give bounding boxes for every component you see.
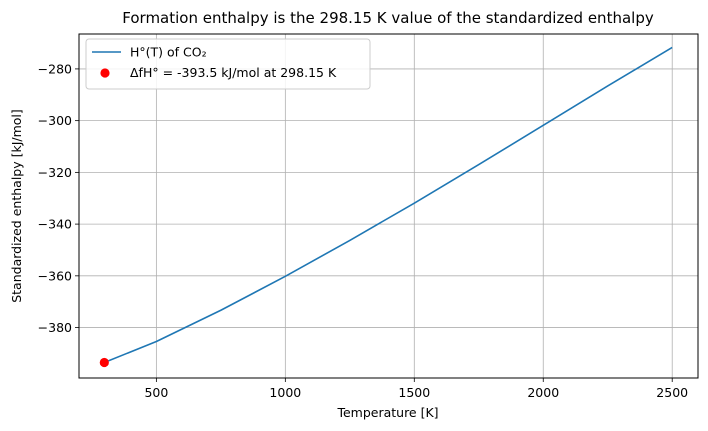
y-tick-label: −300 xyxy=(38,113,72,128)
x-axis-label: Temperature [K] xyxy=(336,405,438,420)
y-tick-label: −380 xyxy=(38,320,72,335)
legend-label-formation-point: ΔfH° = -393.5 kJ/mol at 298.15 K xyxy=(130,65,337,80)
grid xyxy=(79,34,698,378)
legend: H°(T) of CO₂ ΔfH° = -393.5 kJ/mol at 298… xyxy=(85,38,371,90)
legend-box xyxy=(85,38,371,90)
ticks: 500 1000 1500 2000 2500 −380 −360 −340 −320 −300 −… xyxy=(38,61,689,400)
x-tick-label: 500 xyxy=(144,385,168,400)
y-tick-label: −360 xyxy=(38,268,72,283)
x-tick-label: 2000 xyxy=(527,385,559,400)
y-tick-label: −320 xyxy=(38,165,72,180)
enthalpy-curve-line xyxy=(104,46,673,364)
chart-title: Formation enthalpy is the 298.15 K value… xyxy=(122,9,654,27)
y-tick-label: −280 xyxy=(38,61,72,76)
formation-enthalpy-point xyxy=(99,357,109,368)
legend-marker-swatch xyxy=(100,68,110,78)
series-layer xyxy=(99,46,673,368)
plot-frame xyxy=(78,33,699,379)
x-tick-label: 1000 xyxy=(269,385,301,400)
y-tick-label: −340 xyxy=(38,217,72,232)
x-tick-label: 2500 xyxy=(656,385,688,400)
x-tick-label: 1500 xyxy=(398,385,430,400)
y-axis-label: Standardized enthalpy [kJ/mol] xyxy=(9,109,24,303)
legend-label-enthalpy-curve: H°(T) of CO₂ xyxy=(130,45,207,60)
